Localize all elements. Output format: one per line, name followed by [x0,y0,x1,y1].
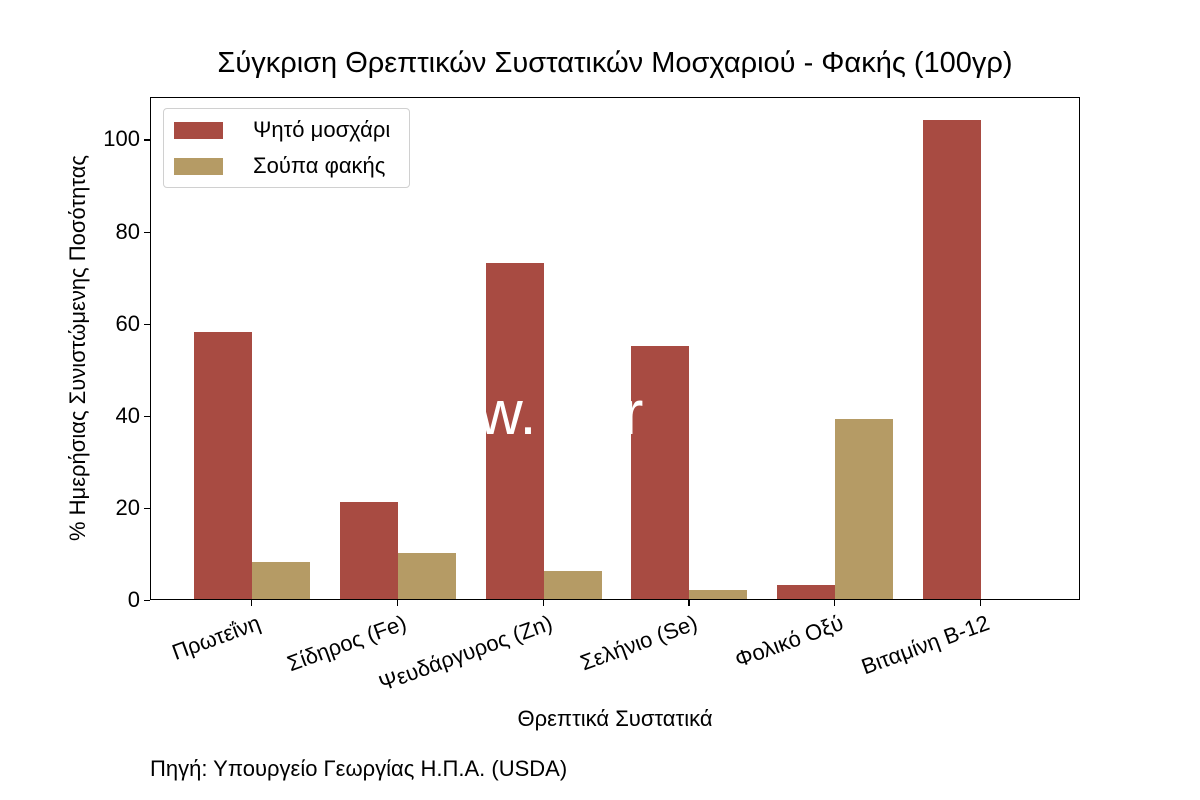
x-tick-label: Σελήνιο (Se) [577,610,701,676]
y-tick [144,323,150,325]
y-tick-label: 20 [115,494,140,520]
bar-beef [339,502,398,599]
x-tick [396,600,399,606]
y-tick-label: 0 [127,587,140,612]
bar-lentil-soup [252,562,310,599]
bar-beef [485,262,544,599]
legend: Ψητό μοσχάρι Σούπα φακής [163,108,410,188]
y-tick [144,507,150,510]
bar-lentil-soup [689,589,748,599]
legend-swatch-lentil-soup [174,157,223,175]
watermark-text: w. er [478,379,644,448]
plot-area [150,97,1080,600]
y-tick [144,415,150,418]
bar-beef [923,119,981,599]
x-tick [542,600,544,606]
y-tick-label: 100 [103,126,140,152]
x-tick [688,600,690,606]
bar-beef [777,585,836,599]
legend-swatch-beef [174,121,223,139]
x-tick-label: Φολικό Οξύ [731,610,847,673]
x-tick [251,600,253,606]
bar-lentil-soup [397,552,456,599]
y-tick [144,231,150,233]
y-tick-label: 60 [115,310,140,336]
y-tick-label: 40 [115,402,140,428]
y-tick [144,139,150,141]
bar-beef [631,345,690,599]
bar-lentil-soup [543,571,602,599]
bar-lentil-soup [835,419,894,599]
legend-label-beef: Ψητό μοσχάρι [253,117,391,142]
chart-title: Σύγκριση Θρεπτικών Συστατικών Μοσχαριού … [217,47,1013,79]
source-note: Πηγή: Υπουργείο Γεωργίας Η.Π.Α. (USDA) [150,756,568,781]
legend-item-beef: Ψητό μοσχάρι [174,117,390,143]
x-axis-title: Θρεπτικά Συστατικά [517,706,713,731]
legend-item-lentil-soup: Σούπα φακής [174,153,385,179]
y-axis-title: % Ημερήσιας Συνιστώμενης Ποσότητας [65,154,90,542]
bar-beef [194,331,252,599]
x-tick-label: Βιταμίνη B-12 [858,610,993,680]
x-tick [980,600,982,606]
y-tick-label: 80 [115,218,140,244]
x-tick-label: Πρωτεΐνη [168,610,264,665]
x-tick [834,600,836,606]
y-tick [144,600,150,602]
legend-label-lentil-soup: Σούπα φακής [253,153,386,178]
